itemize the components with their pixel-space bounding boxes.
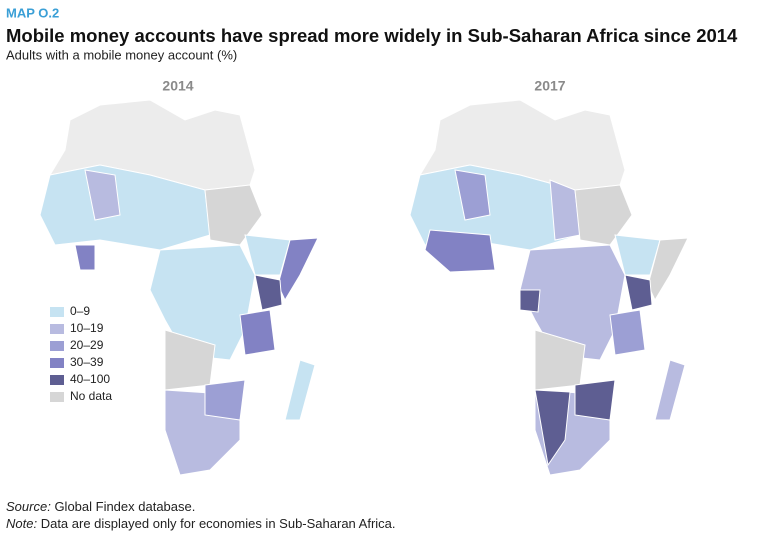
- region: [654, 359, 686, 421]
- region: [204, 379, 246, 421]
- note: Note: Data are displayed only for econom…: [6, 516, 396, 531]
- region: [519, 289, 541, 313]
- region: [574, 379, 616, 421]
- legend-label: 40–100: [70, 372, 110, 386]
- region: [609, 309, 646, 356]
- region: [424, 229, 496, 273]
- region: [204, 184, 263, 246]
- region: [149, 244, 256, 361]
- title: Mobile money accounts have spread more w…: [6, 25, 738, 46]
- region: [84, 169, 121, 221]
- region: [534, 389, 571, 467]
- region: [284, 359, 316, 421]
- region: [254, 274, 283, 311]
- region: [244, 234, 291, 276]
- legend-swatch: [50, 375, 64, 385]
- map-title: 2017: [534, 78, 565, 94]
- source-text: Global Findex database.: [54, 499, 195, 514]
- region: [614, 234, 661, 276]
- legend-swatch: [50, 324, 64, 334]
- legend-swatch: [50, 392, 64, 402]
- subtitle: Adults with a mobile money account (%): [6, 47, 237, 62]
- legend-label: 20–29: [70, 338, 104, 352]
- legend: 0–9 10–19 20–29 30–39 40–100 No data: [50, 304, 112, 403]
- region: [39, 164, 211, 251]
- legend-label: 0–9: [70, 304, 90, 318]
- legend-label: 30–39: [70, 355, 104, 369]
- region: [239, 309, 276, 356]
- legend-label: 10–19: [70, 321, 104, 335]
- map-label: MAP O.2: [6, 5, 59, 20]
- legend-label: No data: [70, 389, 112, 403]
- note-text: Data are displayed only for economies in…: [41, 516, 396, 531]
- region: [574, 184, 633, 246]
- region: [74, 244, 96, 271]
- source: Source: Global Findex database.: [6, 499, 195, 514]
- region: [409, 164, 581, 251]
- legend-swatch: [50, 307, 64, 317]
- source-label: Source:: [6, 499, 51, 514]
- map-2014: [39, 99, 319, 476]
- region: [647, 237, 689, 302]
- map-title: 2014: [162, 78, 193, 94]
- legend-swatch: [50, 341, 64, 351]
- map-2017: [409, 99, 689, 476]
- region: [454, 169, 491, 221]
- region: [624, 274, 653, 311]
- region: [277, 237, 319, 302]
- note-label: Note:: [6, 516, 37, 531]
- legend-swatch: [50, 358, 64, 368]
